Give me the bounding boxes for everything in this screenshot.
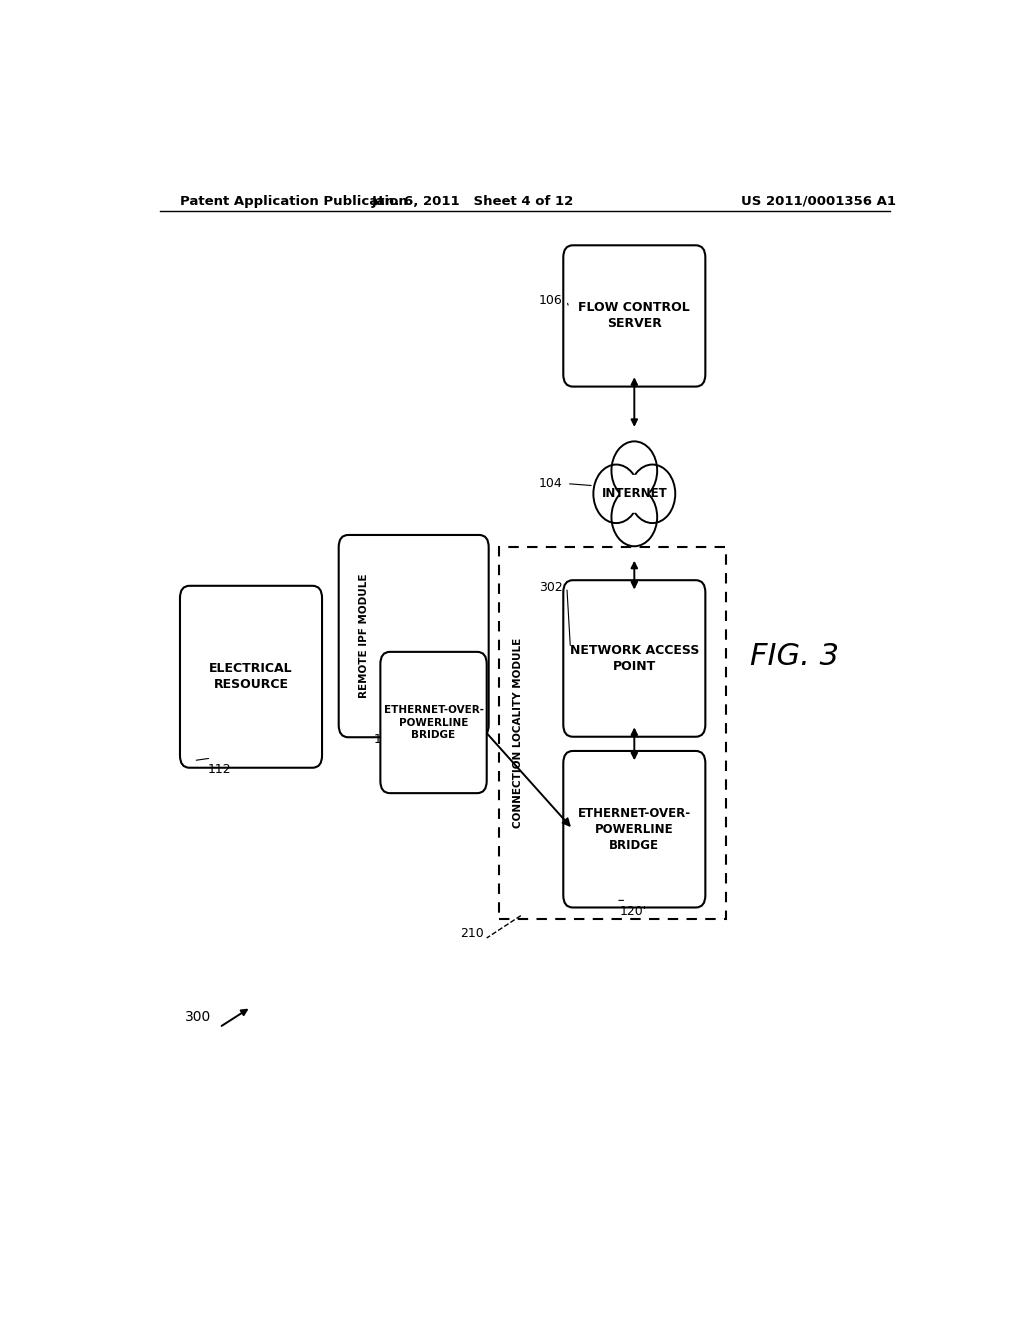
FancyBboxPatch shape bbox=[563, 751, 706, 907]
Text: ETHERNET-OVER-
POWERLINE
BRIDGE: ETHERNET-OVER- POWERLINE BRIDGE bbox=[384, 705, 483, 741]
Text: FLOW CONTROL
SERVER: FLOW CONTROL SERVER bbox=[579, 301, 690, 330]
FancyBboxPatch shape bbox=[563, 246, 706, 387]
Text: ELECTRICAL
RESOURCE: ELECTRICAL RESOURCE bbox=[209, 663, 293, 692]
Text: 120': 120' bbox=[620, 906, 647, 919]
FancyBboxPatch shape bbox=[380, 652, 486, 793]
Text: FIG. 3: FIG. 3 bbox=[751, 642, 839, 671]
FancyBboxPatch shape bbox=[180, 586, 322, 768]
Circle shape bbox=[630, 465, 675, 523]
FancyBboxPatch shape bbox=[339, 535, 488, 738]
Text: 300: 300 bbox=[185, 1010, 211, 1024]
Text: 106: 106 bbox=[540, 294, 563, 308]
Text: 104: 104 bbox=[540, 477, 563, 490]
Text: Patent Application Publication: Patent Application Publication bbox=[179, 194, 408, 207]
Text: INTERNET: INTERNET bbox=[601, 487, 668, 500]
Circle shape bbox=[593, 465, 639, 523]
FancyBboxPatch shape bbox=[563, 581, 706, 737]
Text: 210: 210 bbox=[460, 928, 483, 940]
Text: 112: 112 bbox=[207, 763, 231, 776]
Text: ETHERNET-OVER-
POWERLINE
BRIDGE: ETHERNET-OVER- POWERLINE BRIDGE bbox=[578, 807, 691, 851]
Circle shape bbox=[611, 487, 657, 546]
Text: POWER CORD 208: POWER CORD 208 bbox=[439, 686, 449, 788]
Circle shape bbox=[617, 473, 651, 515]
Text: 302: 302 bbox=[540, 581, 563, 594]
Text: 120: 120 bbox=[390, 752, 414, 766]
Text: US 2011/0001356 A1: US 2011/0001356 A1 bbox=[741, 194, 896, 207]
Circle shape bbox=[611, 441, 657, 500]
Text: 134: 134 bbox=[374, 733, 397, 746]
Text: CONNECTION LOCALITY MODULE: CONNECTION LOCALITY MODULE bbox=[513, 638, 523, 828]
Circle shape bbox=[621, 475, 648, 512]
Text: REMOTE IPF MODULE: REMOTE IPF MODULE bbox=[359, 574, 369, 698]
FancyBboxPatch shape bbox=[499, 546, 726, 919]
Text: NETWORK ACCESS
POINT: NETWORK ACCESS POINT bbox=[569, 644, 699, 673]
Text: Jan. 6, 2011   Sheet 4 of 12: Jan. 6, 2011 Sheet 4 of 12 bbox=[372, 194, 574, 207]
